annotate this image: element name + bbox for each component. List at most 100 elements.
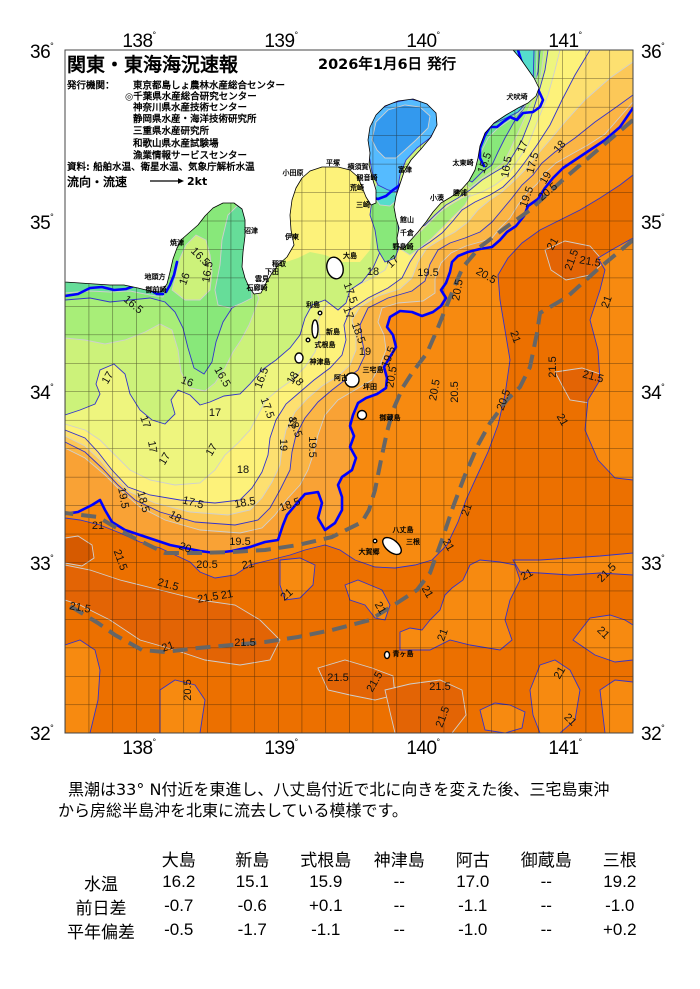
isotherm-label: 17.5: [524, 151, 541, 175]
table-cell: --: [393, 896, 405, 915]
isotherm-label: 21: [241, 558, 255, 572]
current-arrow-icon: [150, 178, 184, 184]
place-label: 富津: [398, 165, 412, 174]
table-cell: -1.0: [605, 896, 635, 915]
summary-line: 黒潮は33° N付近を東進し、八丈島付近で北に向きを変えた後、三宅島東沖: [68, 780, 610, 799]
issuer: 和歌山県水産試験場: [132, 138, 219, 150]
table-cell: 19.2: [603, 872, 637, 891]
lat-label: 34°: [30, 382, 54, 404]
place-label: 勝浦: [453, 188, 467, 197]
summary-line: から房総半島沖を北東に流去している模様です。: [58, 801, 408, 820]
place-label: 雲見: [255, 274, 269, 283]
place-label: 式根島: [315, 340, 336, 349]
longitude-labels-top: 138° 139° 140° 141°: [122, 30, 583, 52]
table-cell: --: [393, 920, 405, 939]
isotherm-label: 21.5: [547, 356, 559, 377]
island-hachijojima: [382, 536, 402, 556]
isotherm-label: 21: [160, 639, 176, 654]
isotherm-label: 17: [204, 442, 221, 459]
column-header: 大島: [161, 850, 196, 870]
isotherm-label: 18.5: [134, 490, 151, 514]
isotherm-label: 17: [137, 414, 152, 430]
longitude-labels-bottom: 138° 139° 140° 141°: [122, 737, 583, 759]
lat-label: 36°: [641, 41, 665, 63]
isotherm-label: 18: [367, 266, 379, 278]
column-header: 神津島: [373, 850, 425, 870]
isotherm-label: 17: [209, 407, 221, 419]
place-label: 大島: [343, 251, 357, 260]
isotherm-label: 21.5: [578, 254, 601, 270]
issue-date: 2026年1月6日 発行: [318, 55, 457, 73]
isotherm-label: 21: [459, 502, 474, 518]
island-hachijo-kojima: [372, 538, 378, 544]
dashed-line-north: [65, 118, 633, 555]
isotherm-label: 20: [177, 540, 193, 555]
isotherm-label: 21: [435, 627, 450, 643]
table-corner: [60, 846, 142, 870]
place-label: 三宅島: [363, 365, 384, 374]
place-label: 御蔵島: [379, 413, 401, 422]
coastal-thick-isotherm-suruga: [164, 260, 179, 294]
table-cell: -0.6: [237, 896, 267, 915]
current-legend-scale: 2kt: [187, 175, 207, 188]
isotherm-label: 18: [285, 370, 302, 387]
lat-label: 33°: [641, 553, 665, 575]
lat-label: 35°: [30, 212, 54, 234]
island-kozushima: [294, 352, 304, 364]
issuer: 三重県水産研究所: [133, 125, 210, 137]
island-toshima: [317, 310, 323, 316]
table-cell: --: [540, 872, 552, 891]
lon-label: 139°: [264, 737, 298, 759]
table-cell: 15.1: [235, 872, 269, 891]
kuroshio-summary: 黒潮は33° N付近を東進し、八丈島付近で北に向きを変えた後、三宅島東沖 から房…: [58, 779, 678, 821]
table-cell: -1.1: [458, 896, 488, 915]
island-oshima: [326, 256, 344, 280]
lat-label: 34°: [641, 382, 665, 404]
isotherm-label: 21: [507, 329, 522, 345]
sea-surface-temperature-map: 16.5 16.5 16 16.5 17 16 16.5 16.5 17 17.…: [30, 30, 666, 759]
isotherm-label: 21: [519, 567, 536, 584]
isotherm-label: 19.5: [306, 436, 318, 457]
place-label: 青ヶ島: [393, 649, 414, 658]
isotherm-label: 19: [538, 170, 555, 187]
isotherm-label: 17: [145, 440, 159, 454]
isotherm-label: 21: [372, 600, 389, 617]
map-area: [65, 50, 633, 733]
isotherm-label: 21.5: [327, 672, 348, 684]
lat-label: 32°: [30, 723, 54, 745]
place-label: 平塚: [326, 158, 340, 167]
table-cell: +0.1: [308, 896, 343, 915]
dashed-line-south: [65, 238, 633, 654]
isotherm-label: 21.5: [156, 576, 180, 593]
page-title: 関東・東海海況速報: [67, 53, 239, 76]
table-cell: --: [393, 872, 405, 891]
island-shikinejima: [305, 337, 311, 343]
place-label: 小田原: [282, 168, 304, 177]
place-label: 稲取: [272, 259, 287, 268]
place-label: 八丈島: [392, 525, 414, 534]
place-labels: 焼津 沼津 地頭方 御前崎 伊東 稲取 下田 雲見 石廊崎 小田原 平塚 横須賀…: [145, 92, 528, 658]
table-cell: 15.9: [309, 872, 343, 891]
column-header: 御蔵島: [520, 850, 572, 870]
place-label: 荒崎: [349, 183, 364, 192]
column-header: 阿古: [455, 850, 490, 870]
isotherm-label: 21: [92, 520, 104, 532]
place-label: 阿古: [334, 373, 348, 382]
map-frame: [64, 49, 634, 734]
table-cell: --: [540, 920, 552, 939]
table-cell: -0.7: [164, 896, 194, 915]
island-temperature-table: 大島 新島 式根島 神津島 阿古 御蔵島 三根 水温 16.2 15.1 15.…: [60, 846, 657, 942]
current-legend-label: 流向・流速: [67, 174, 127, 189]
place-label: 三根: [406, 537, 420, 546]
place-label: 横須賀: [348, 162, 369, 171]
isotherm-label: 19.5: [417, 267, 438, 279]
isotherm-label: 19: [277, 439, 289, 451]
lon-label: 140°: [406, 737, 440, 759]
isotherm-label: 21: [599, 294, 614, 310]
lat-label: 32°: [641, 723, 665, 745]
isotherm-label: 18: [237, 464, 249, 476]
isotherm-label: 20.5: [427, 378, 443, 401]
isotherm-label: 17: [157, 451, 174, 468]
column-header: 三根: [602, 850, 637, 870]
table-cell: 17.0: [456, 872, 490, 891]
